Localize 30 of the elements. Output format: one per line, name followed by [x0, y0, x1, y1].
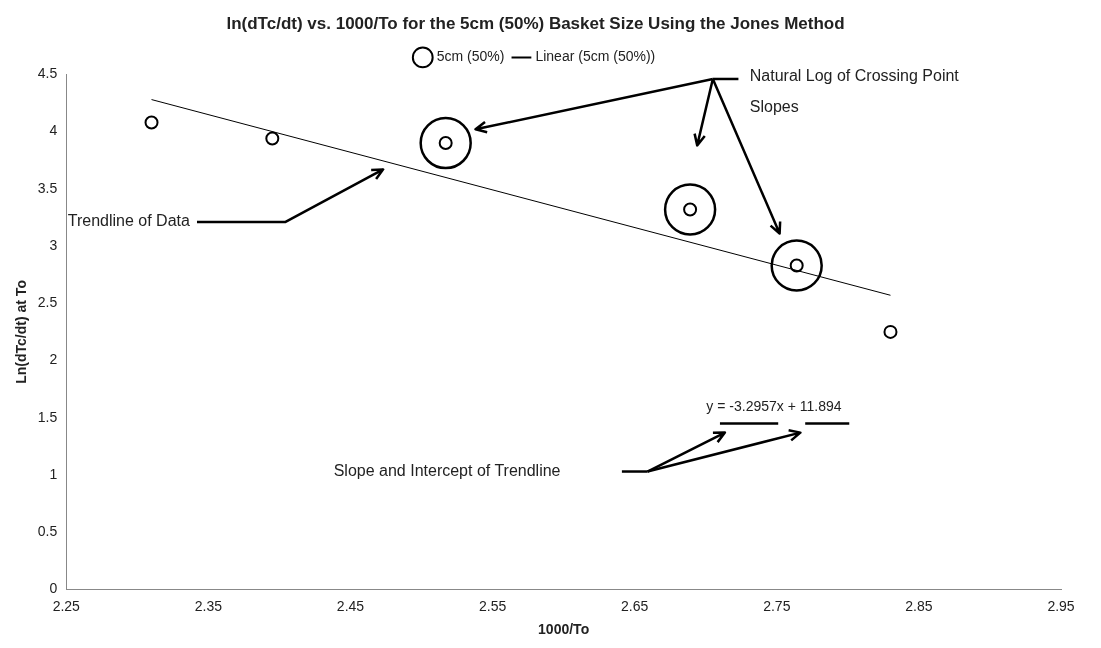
y-tick-label: 4: [49, 122, 58, 139]
annotation: Trendline of Data: [67, 212, 190, 230]
x-tick-label: 2.45: [336, 597, 365, 614]
y-tick-label: 0: [49, 580, 58, 597]
y-tick-label: 4.5: [37, 65, 58, 82]
annotation: y = -3.2957x + 11.894: [706, 398, 842, 415]
y-tick-label: 0.5: [37, 523, 58, 540]
point: [144, 115, 159, 130]
y-axis-title: Ln(dTc/dt) at To: [13, 280, 30, 384]
x-tick-label: 2.75: [763, 597, 791, 614]
y-tick-label: 1.5: [37, 408, 58, 425]
y-tick-label: 3: [49, 236, 58, 253]
x-tick-label: 2.55: [478, 597, 507, 614]
x-tick-label: 2.95: [1047, 597, 1075, 614]
point: [883, 324, 898, 339]
annotation: Natural Log of Crossing Point Slopes: [749, 67, 960, 116]
x-tick-label: 2.85: [905, 597, 933, 614]
y-tick-label: 2.5: [37, 294, 58, 311]
chart-title: ln(dTc/dt) vs. 1000/To for the 5cm (50%) Basket Size Using the Jones Method: [226, 13, 845, 33]
legend-label: Linear (5cm (50%)): [535, 48, 656, 65]
legend-label: 5cm (50%): [436, 48, 505, 65]
point: [265, 131, 280, 146]
x-tick-label: 2.65: [621, 597, 649, 614]
x-tick-label: 2.25: [52, 597, 81, 614]
annotation: Slope and Intercept of Trendline: [333, 461, 561, 479]
x-tick-label: 2.35: [194, 597, 223, 614]
y-tick-label: 2: [49, 351, 58, 368]
y-tick-label: 1: [49, 465, 58, 482]
x-axis-title: 1000/To: [538, 621, 590, 638]
y-tick-label: 3.5: [37, 179, 58, 196]
